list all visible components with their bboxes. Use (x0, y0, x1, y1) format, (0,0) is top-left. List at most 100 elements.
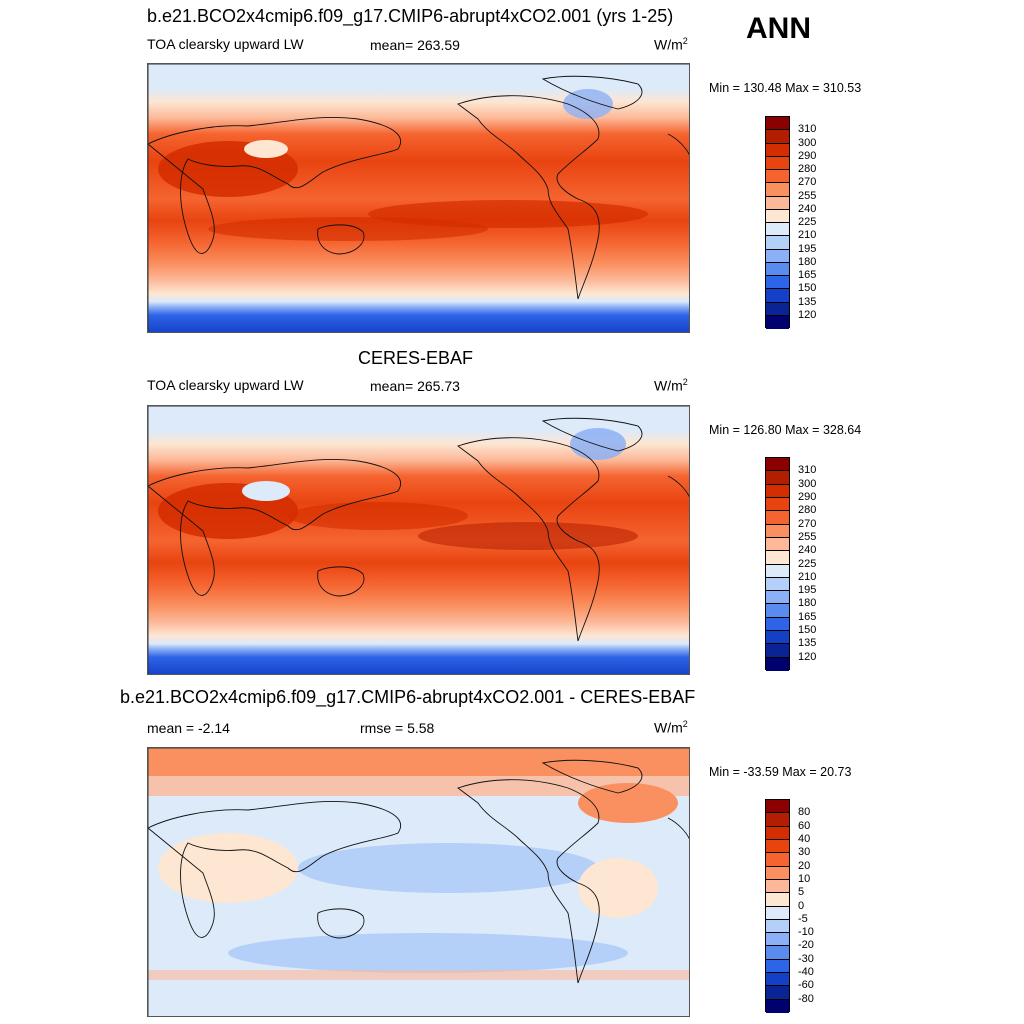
panel2-colorbar-tick-label: 120 (798, 650, 817, 663)
panel3-colorbar-cell (766, 839, 789, 854)
panel3-title: b.e21.BCO2x4cmip6.f09_g17.CMIP6-abrupt4x… (120, 687, 696, 707)
panel1-colorbar-cell (766, 302, 789, 316)
panel3-colorbar-tick-label: 10 (798, 872, 811, 885)
panel1-colorbar-cell (766, 236, 789, 250)
panel2-colorbar-tick-label: 280 (798, 504, 817, 517)
panel1-colorbar-cell (766, 130, 789, 144)
panel1-map-svg (148, 64, 689, 332)
panel1-title: b.e21.BCO2x4cmip6.f09_g17.CMIP6-abrupt4x… (147, 6, 674, 26)
panel1-colorbar-cell (766, 315, 789, 329)
panel2-title: CERES-EBAF (358, 348, 474, 368)
panel2-colorbar-cell (766, 644, 789, 658)
panel1-colorbar-tick-label: 210 (798, 229, 817, 242)
panel1-colorbar-cell (766, 117, 789, 131)
panel2-colorbar-tick-label: 195 (798, 584, 817, 597)
panel2-colorbar-cell (766, 537, 789, 552)
panel1-units: W/m2 (654, 36, 688, 53)
panel2-colorbar-tick-label: 300 (798, 477, 817, 490)
panel1-colorbar-cell (766, 143, 789, 157)
panel2-mean-label: mean= 265.73 (370, 378, 460, 394)
panel2-colorbar-cell (766, 564, 789, 578)
panel2-colorbar-cell (766, 631, 789, 645)
panel3-colorbar-cell (766, 946, 789, 960)
panel2-colorbar-cell (766, 497, 789, 512)
panel3-colorbar-cell (766, 826, 789, 840)
panel3-map (147, 747, 690, 1017)
panel2-colorbar-tick-label: 150 (798, 624, 817, 637)
panel1-colorbar-tick-label: 280 (798, 163, 817, 175)
panel1-colorbar-cell (766, 223, 789, 237)
panel3-colorbar-cell (766, 973, 789, 987)
panel2-colorbar-tick-label: 290 (798, 490, 817, 503)
panel2-minmax: Min = 126.80 Max = 328.64 (709, 423, 862, 437)
panel3-minmax: Min = -33.59 Max = 20.73 (709, 765, 852, 779)
panel1-colorbar-tick-label: 270 (798, 176, 817, 189)
panel3-colorbar-tick-label: 30 (798, 846, 811, 859)
panel2-colorbar-cell (766, 591, 789, 605)
panel2-colorbar-cell (766, 471, 789, 485)
panel3-colorbar-cell (766, 893, 789, 907)
panel1-colorbar-tick-label: 195 (798, 242, 817, 255)
panel1-colorbar-tick-label: 165 (798, 269, 817, 281)
panel1-colorbar-tick-label: 300 (798, 136, 817, 149)
panel3-colorbar-tick-label: 0 (798, 899, 805, 912)
panel2-colorbar-cell (766, 484, 789, 498)
panel2-colorbar-cell (766, 458, 789, 472)
panel2-colorbar-cell (766, 551, 789, 565)
panel3-colorbar-cell (766, 853, 789, 867)
panel1-mean-label: mean= 263.59 (370, 37, 460, 53)
panel1-colorbar-cell (766, 249, 789, 263)
panel1-colorbar-cell (766, 170, 789, 184)
panel3-colorbar-cell (766, 879, 789, 894)
panel1-colorbar-cell (766, 156, 789, 170)
panel2-colorbar-tick-label: 180 (798, 597, 817, 610)
panel3-colorbar-tick-label: 80 (798, 806, 811, 819)
panel1-colorbar-tick-label: 180 (798, 255, 817, 268)
panel2-map (147, 405, 690, 675)
panel1-colorbar-cell (766, 183, 789, 197)
panel3-colorbar-tick-label: -10 (798, 926, 814, 939)
season-label: ANN (746, 12, 811, 45)
panel3-colorbar-cell (766, 813, 789, 827)
panel1-colorbar (765, 116, 790, 329)
panel1-colorbar-cell (766, 276, 789, 290)
panel3-colorbar-cell (766, 906, 789, 920)
panel2-colorbar-tick-label: 135 (798, 637, 817, 650)
panel1-colorbar-cell (766, 209, 789, 223)
panel1-map (147, 63, 690, 333)
panel3-colorbar-tick-label: -20 (798, 939, 814, 952)
panel2-variable-label: TOA clearsky upward LW (147, 377, 304, 393)
panel3-colorbar-tick-label: -30 (798, 952, 814, 965)
panel3-colorbar-tick-label: 40 (798, 832, 811, 845)
panel3-colorbar-cell (766, 919, 789, 934)
panel3-map-svg (148, 748, 689, 1016)
panel3-colorbar-tick-label: 5 (798, 886, 805, 899)
panel1-colorbar-tick-label: 120 (798, 308, 817, 321)
panel3-colorbar-cell (766, 866, 789, 880)
panel1-colorbar-tick-label: 290 (798, 149, 817, 162)
panel3-colorbar-tick-label: -40 (798, 966, 814, 979)
panel1-colorbar-tick-label: 255 (798, 189, 817, 202)
panel1-colorbar-tick-label: 310 (798, 123, 817, 136)
panel3-colorbar-tick-label: 60 (798, 819, 811, 832)
panel3-colorbar-cell (766, 959, 789, 974)
panel3-colorbar-tick-label: -80 (798, 992, 814, 1005)
panel3-colorbar-cell (766, 986, 789, 1000)
panel2-colorbar-tick-label: 165 (798, 610, 817, 623)
panel2-colorbar-tick-label: 240 (798, 544, 817, 557)
panel1-minmax: Min = 130.48 Max = 310.53 (709, 81, 862, 95)
panel1-colorbar-tick-label: 240 (798, 202, 817, 215)
panel2-colorbar-cell (766, 604, 789, 618)
panel3-units: W/m2 (654, 719, 688, 736)
panel3-colorbar-tick-label: -60 (798, 979, 814, 992)
panel3-rmse-label: rmse = 5.58 (360, 720, 435, 736)
panel1-variable-label: TOA clearsky upward LW (147, 36, 304, 52)
panel2-colorbar-tick-label: 270 (798, 517, 817, 530)
panel3-mean-label: mean = -2.14 (147, 720, 230, 736)
panel1-colorbar-tick-label: 135 (798, 295, 817, 308)
panel2-colorbar-tick-label: 255 (798, 530, 817, 543)
panel2-colorbar-tick-label: 310 (798, 464, 817, 477)
panel1-colorbar-cell (766, 196, 789, 210)
panel2-colorbar (765, 457, 790, 671)
panel2-colorbar-cell (766, 577, 789, 592)
